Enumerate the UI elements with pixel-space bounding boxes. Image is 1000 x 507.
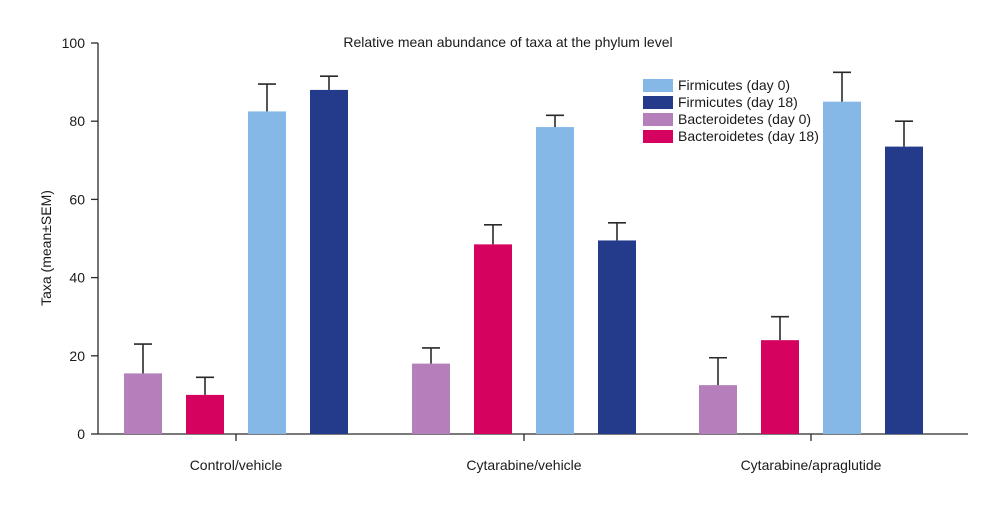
bar [124,373,162,434]
y-tick-label: 60 [69,191,85,207]
plot-area: 0 20 40 60 80 100 Control/vehicle Cytarabine/ve… [62,35,968,473]
legend-swatch [643,130,673,143]
bar [885,146,923,435]
y-axis-label: Taxa (mean±SEM) [38,190,54,306]
x-category-label: Control/vehicle [190,457,283,473]
bar [474,244,512,434]
y-tick-label: 80 [69,113,85,129]
y-tick-label: 40 [69,270,85,286]
y-tick-label: 20 [69,348,85,364]
bar [536,127,574,434]
legend-label: Firmicutes (day 18) [678,94,798,110]
y-tick-label: 100 [62,35,86,51]
legend-swatch [643,113,673,126]
bar [598,240,636,434]
legend-label: Bacteroidetes (day 18) [678,128,819,144]
legend-label: Firmicutes (day 0) [678,77,790,93]
y-tick-label: 0 [77,426,85,442]
bar [823,101,861,435]
bar [761,340,799,434]
chart-title: Relative mean abundance of taxa at the p… [343,34,672,50]
bar [412,363,450,434]
legend: Firmicutes (day 0)Firmicutes (day 18)Bac… [643,77,819,144]
bar [186,394,224,434]
bar [699,385,737,434]
x-category-label: Cytarabine/vehicle [466,457,581,473]
legend-swatch [643,79,673,92]
x-category-label: Cytarabine/apraglutide [741,457,882,473]
legend-swatch [643,96,673,109]
legend-label: Bacteroidetes (day 0) [678,111,811,127]
bar [310,89,348,435]
bar [248,111,286,435]
